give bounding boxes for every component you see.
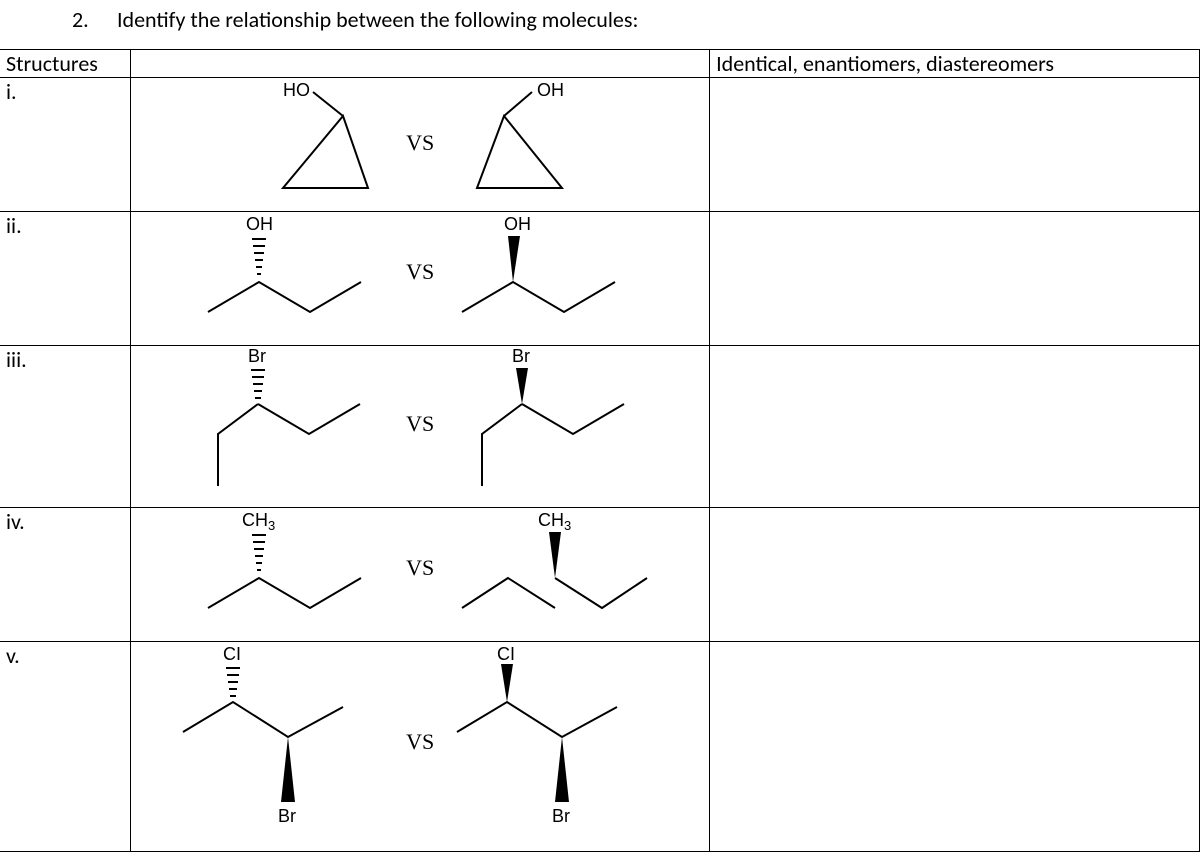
vs-label: VS — [400, 259, 440, 285]
row-index: i. — [0, 78, 131, 212]
label-cl: CI — [223, 644, 241, 664]
label-br: Br — [512, 346, 530, 366]
header-structures-span — [131, 50, 710, 78]
row-index: ii. — [0, 212, 131, 346]
vs-label: VS — [400, 130, 440, 156]
hashed-wedge — [226, 668, 240, 696]
label-ch3: CH3 — [538, 510, 571, 533]
label-oh: OH — [537, 80, 564, 100]
row-index: iii. — [0, 346, 131, 508]
table-row: v. CI — [0, 642, 1200, 852]
hashed-wedge — [252, 535, 266, 570]
structures-cell: Br — [131, 346, 710, 508]
page: 2. Identify the relationship between the… — [0, 0, 1200, 857]
label-ch3: CH3 — [242, 510, 275, 533]
structures-cell: CI — [131, 642, 710, 852]
vs-label: VS — [400, 555, 440, 581]
label-br: Br — [278, 806, 296, 826]
row-index: v. — [0, 642, 131, 852]
label-ho: HO — [283, 80, 310, 100]
structures-table: Structures Identical, enantiomers, diast… — [0, 49, 1200, 852]
molecule-left: OH — [188, 212, 398, 332]
label-cl: CI — [497, 644, 515, 664]
answer-cell[interactable] — [710, 642, 1200, 852]
molecule-left: Br — [178, 346, 398, 501]
question-number: 2. — [72, 6, 112, 33]
label-oh: OH — [504, 214, 531, 234]
table-row: iii. Br — [0, 346, 1200, 508]
header-structures: Structures — [0, 50, 131, 78]
answer-cell[interactable] — [710, 346, 1200, 508]
molecule-left: CI — [168, 642, 398, 842]
label-br: Br — [248, 346, 266, 366]
answer-cell[interactable] — [710, 508, 1200, 642]
molecule-right: CH3 — [442, 508, 652, 628]
hashed-wedge — [252, 239, 266, 274]
table-row: i. HO VS — [0, 78, 1200, 212]
label-br: Br — [552, 806, 570, 826]
answer-cell[interactable] — [710, 78, 1200, 212]
table-row: ii. OH — [0, 212, 1200, 346]
structures-cell: HO VS OH — [131, 78, 710, 212]
answer-cell[interactable] — [710, 212, 1200, 346]
vs-label: VS — [400, 411, 440, 437]
molecule-left: HO — [208, 78, 398, 208]
structures-cell: CH3 — [131, 508, 710, 642]
label-oh: OH — [246, 214, 273, 234]
question-text: Identify the relationship between the fo… — [117, 6, 638, 33]
structures-cell: OH — [131, 212, 710, 346]
vs-label: VS — [400, 729, 440, 755]
row-index: iv. — [0, 508, 131, 642]
question-line: 2. Identify the relationship between the… — [0, 6, 1200, 49]
header-answer: Identical, enantiomers, diastereomers — [710, 50, 1200, 78]
molecule-left: CH3 — [188, 508, 398, 628]
molecule-right: CI Br — [442, 642, 672, 842]
molecule-right: OH — [442, 212, 652, 332]
hashed-wedge — [251, 370, 265, 398]
table-row: iv. CH3 — [0, 508, 1200, 642]
molecule-right: Br — [442, 346, 662, 501]
molecule-right: OH — [442, 78, 632, 208]
table-header-row: Structures Identical, enantiomers, diast… — [0, 50, 1200, 78]
